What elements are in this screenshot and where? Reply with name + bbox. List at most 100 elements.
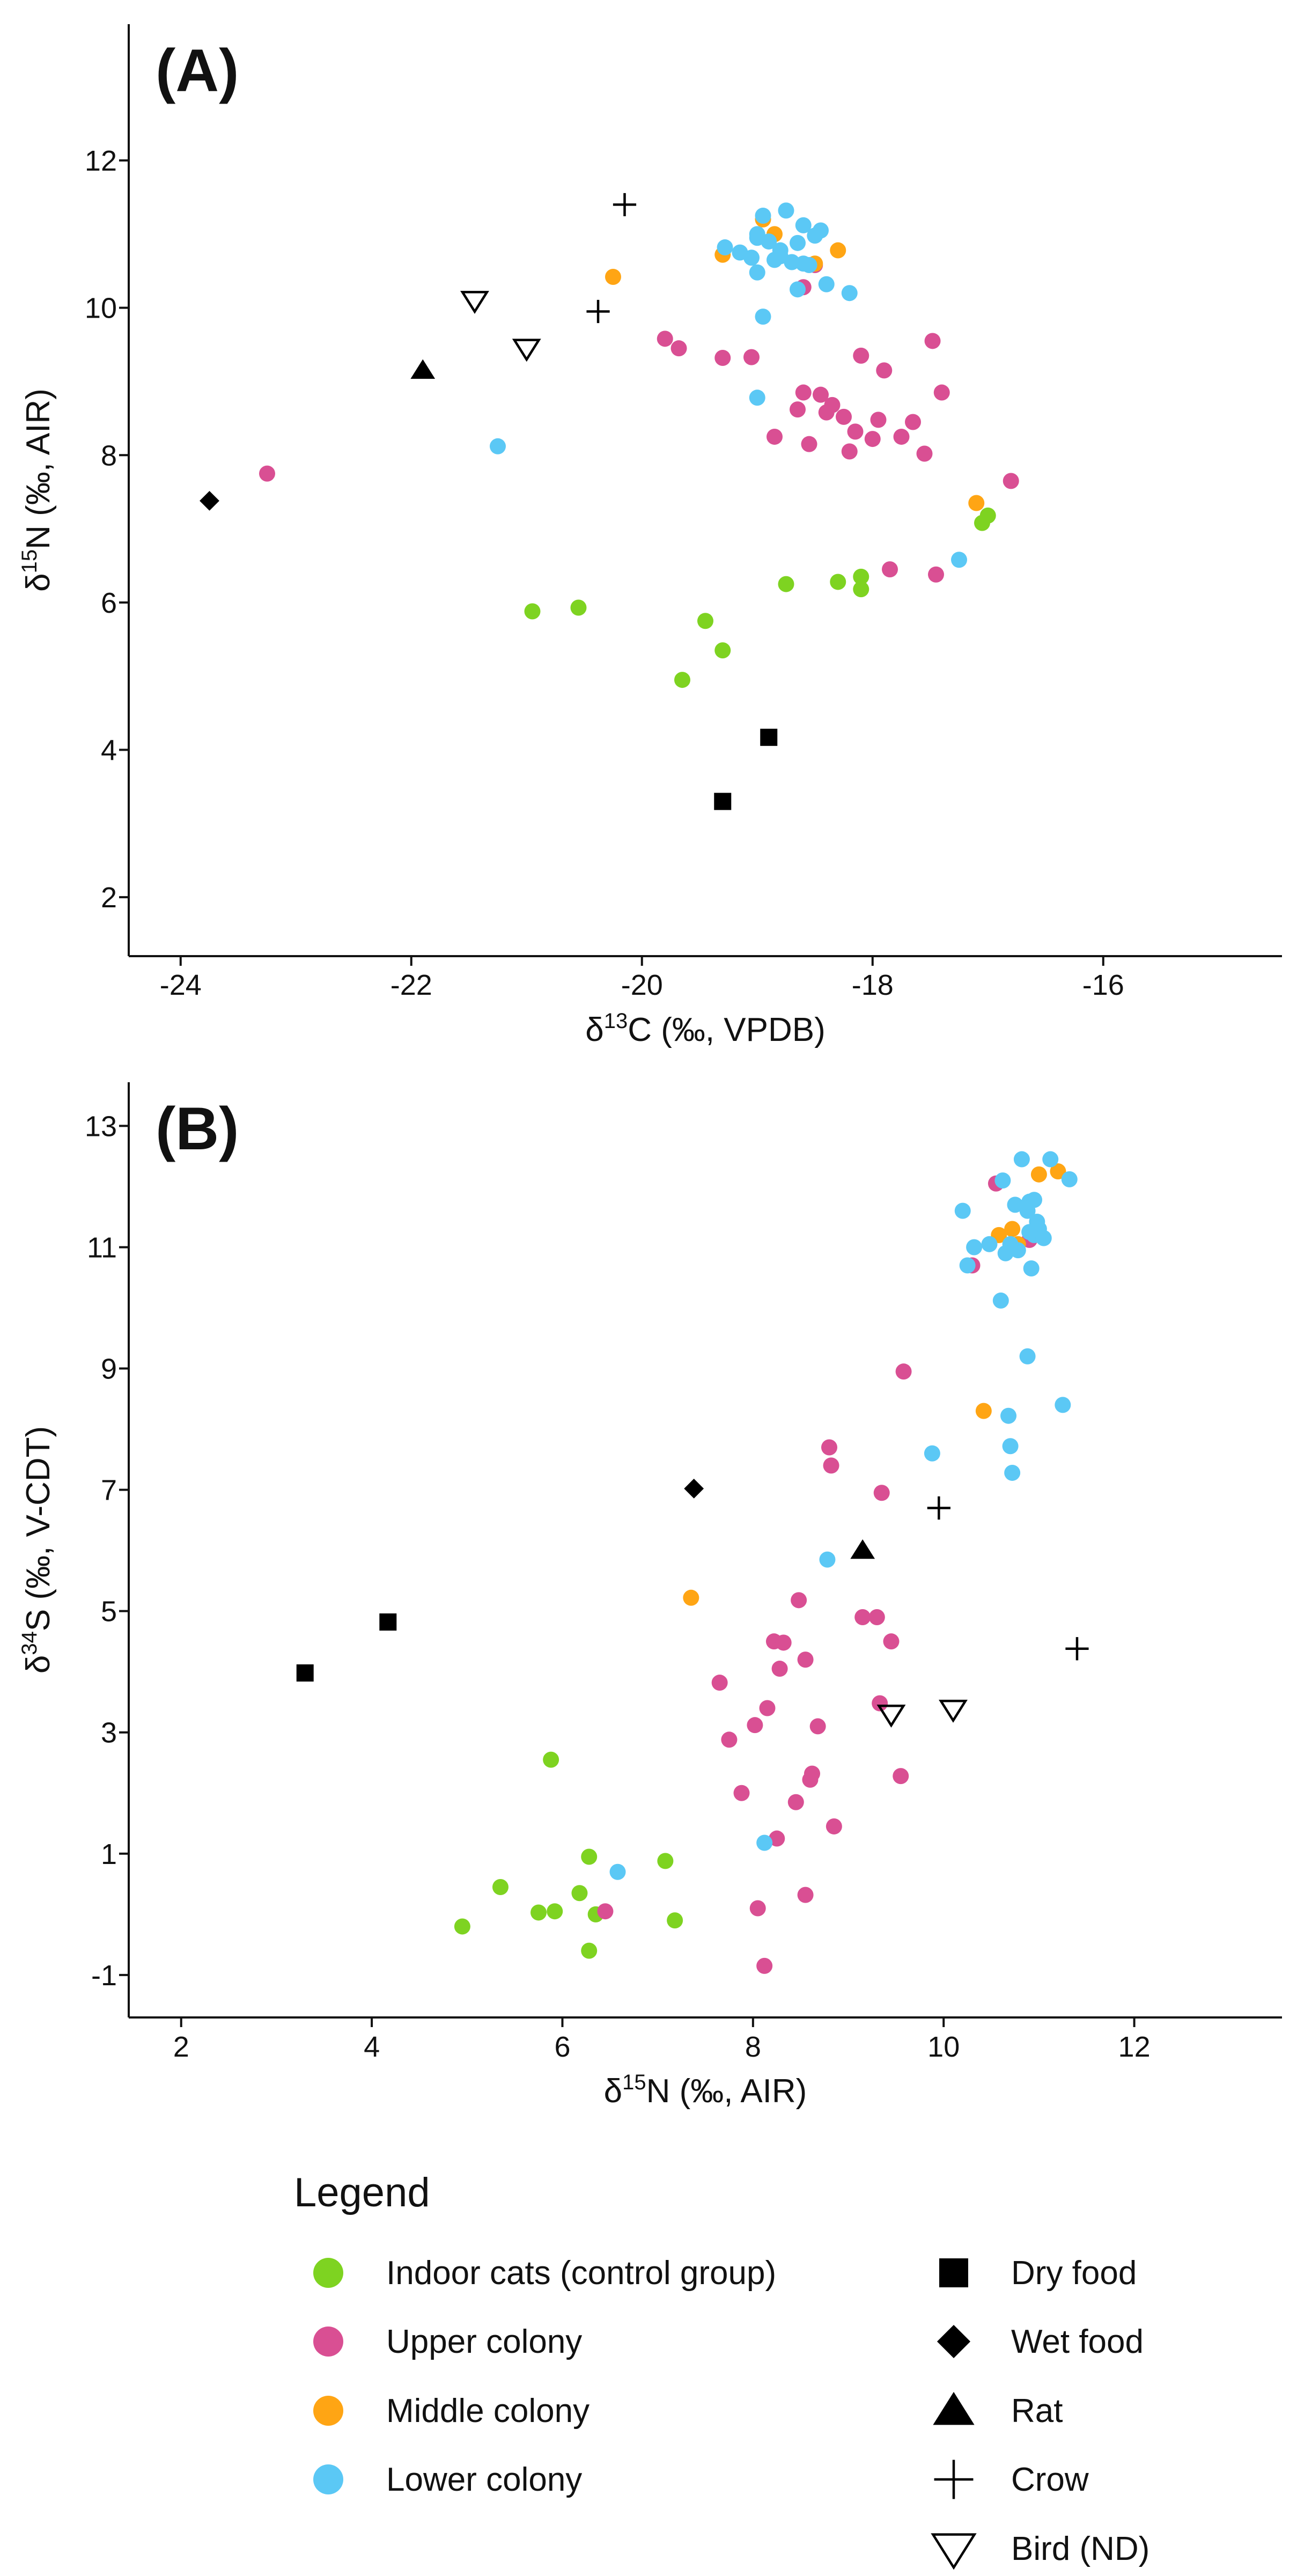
data-point <box>1055 1397 1071 1413</box>
series-rat <box>410 359 436 379</box>
data-point <box>954 1202 971 1219</box>
data-point <box>1019 1348 1036 1364</box>
data-point <box>613 193 637 217</box>
data-point <box>975 1403 992 1419</box>
data-point <box>951 552 967 568</box>
data-point <box>755 208 771 224</box>
y-tick-label: 12 <box>85 145 117 177</box>
data-point <box>790 401 806 418</box>
data-point <box>454 1918 470 1935</box>
x-axis-title-prefix: δ <box>585 1011 604 1048</box>
data-point <box>992 1292 1009 1309</box>
x-tick-label: -16 <box>1082 969 1124 1001</box>
data-point <box>870 412 887 428</box>
y-axis-title-prefix: δ <box>20 573 57 592</box>
data-point <box>813 386 829 403</box>
y-tick-label: 8 <box>101 439 117 472</box>
x-tick-label: 4 <box>364 2031 380 2063</box>
data-point <box>1004 1464 1021 1481</box>
legend-label: Dry food <box>1011 2255 1137 2292</box>
data-point <box>530 1904 547 1921</box>
data-point <box>872 1695 888 1712</box>
legend-label: Wet food <box>1011 2323 1144 2360</box>
y-axis-title-suffix: S (‰, V-CDT) <box>20 1426 57 1631</box>
data-point <box>853 347 869 364</box>
series-wet-food <box>684 1478 704 1499</box>
data-point <box>769 1830 785 1847</box>
data-point <box>924 1445 940 1462</box>
data-point <box>200 491 219 511</box>
data-point <box>790 281 806 298</box>
data-point <box>492 1878 509 1895</box>
data-point <box>743 249 760 266</box>
data-point <box>1009 1242 1026 1259</box>
series-crow <box>586 193 637 324</box>
y-axis-title: δ15N (‰, AIR) <box>18 388 57 592</box>
data-point <box>847 423 864 440</box>
legend-marker <box>313 2258 343 2288</box>
series-dry-food <box>296 1613 397 1682</box>
data-point <box>749 390 765 406</box>
data-point <box>771 1661 788 1677</box>
series-dry-food <box>714 729 778 810</box>
x-axis-title: δ13C (‰, VPDB) <box>585 1009 826 1048</box>
data-point <box>905 414 921 430</box>
data-point <box>571 1885 588 1902</box>
y-tick-label: -1 <box>91 1959 117 1992</box>
data-point <box>853 581 869 598</box>
data-point <box>797 1652 814 1668</box>
data-point <box>853 568 869 585</box>
data-point <box>1061 1171 1078 1187</box>
x-axis-title-suffix: C (‰, VPDB) <box>628 1011 826 1048</box>
data-point <box>1065 1637 1089 1661</box>
data-point <box>873 1485 890 1501</box>
data-point <box>749 1900 766 1917</box>
data-point <box>778 202 794 219</box>
y-tick-label: 7 <box>101 1474 117 1507</box>
series-lower-colony <box>609 1151 1078 1880</box>
data-point <box>1004 1221 1021 1237</box>
series-crow <box>927 1496 1089 1661</box>
panel-label: (B) <box>156 1095 239 1162</box>
series-lower-colony <box>490 202 967 568</box>
legend: Legend Indoor cats (control group) Upper c… <box>294 2170 1149 2570</box>
data-point <box>524 603 541 620</box>
data-point <box>743 349 760 365</box>
data-point <box>749 226 765 243</box>
series-bird-nd <box>876 1699 968 1728</box>
data-point <box>826 1818 842 1834</box>
data-point <box>824 397 841 413</box>
data-point <box>850 1539 875 1559</box>
data-point <box>997 1245 1014 1261</box>
data-point <box>714 642 731 659</box>
data-point <box>760 729 778 746</box>
data-point <box>876 362 893 379</box>
legend-label: Lower colony <box>386 2461 582 2498</box>
data-point <box>756 1957 773 1974</box>
data-point <box>714 350 731 366</box>
data-point <box>801 436 817 452</box>
data-point <box>966 1239 983 1256</box>
x-axis-title-suffix: N (‰, AIR) <box>646 2073 807 2110</box>
data-point <box>605 268 621 285</box>
data-point <box>797 1887 814 1903</box>
x-tick-label: 2 <box>173 2031 189 2063</box>
legend-marker <box>939 2258 968 2287</box>
data-point <box>804 1765 821 1782</box>
data-point <box>697 613 713 629</box>
y-tick-label: 9 <box>101 1353 117 1385</box>
data-point <box>581 1848 598 1865</box>
data-point <box>821 1439 837 1456</box>
x-tick-label: -20 <box>621 969 663 1001</box>
data-point <box>759 1700 776 1716</box>
y-tick-label: 6 <box>101 587 117 619</box>
data-point <box>597 1903 614 1920</box>
data-point <box>795 217 812 233</box>
x-axis-title-sup: 15 <box>622 2071 646 2094</box>
panel-label: (A) <box>156 37 239 104</box>
data-point <box>296 1664 314 1682</box>
data-point <box>830 574 846 590</box>
legend-label: Indoor cats (control group) <box>386 2255 776 2292</box>
legend-marker <box>934 2460 974 2499</box>
